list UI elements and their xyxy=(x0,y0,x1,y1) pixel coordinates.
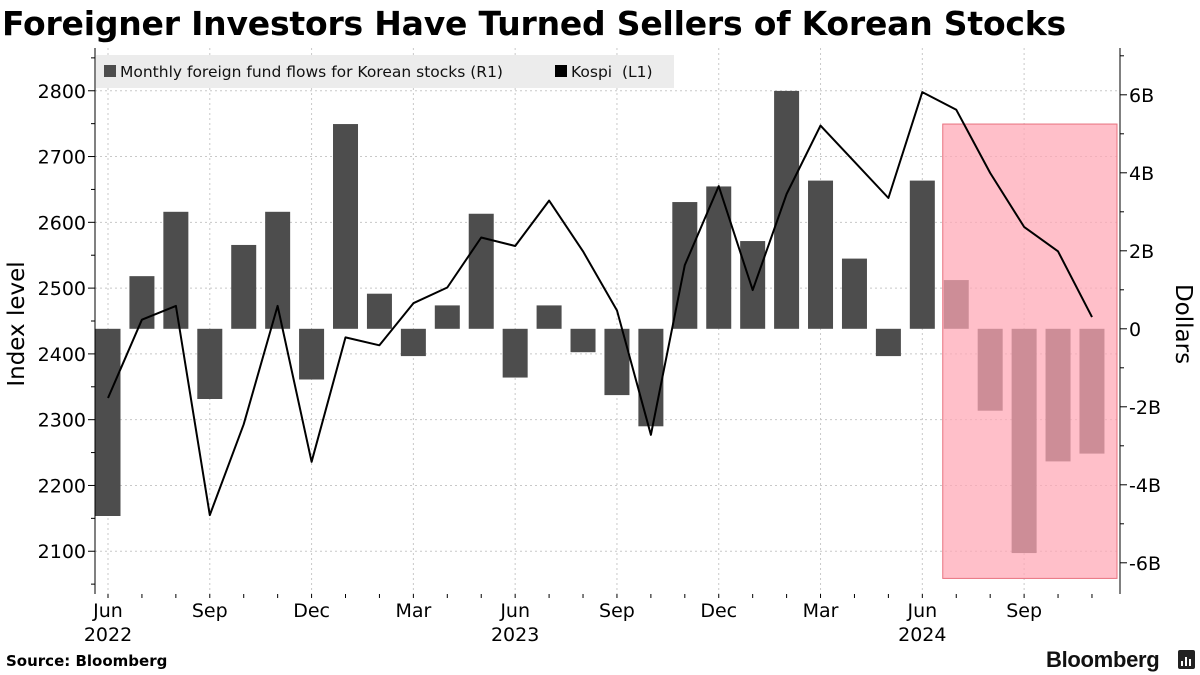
fund-flow-bar xyxy=(95,328,121,516)
left-tick-label: 2800 xyxy=(38,81,86,103)
x-month-label: Sep xyxy=(192,600,228,622)
x-month-label: Sep xyxy=(599,600,635,622)
fund-flow-bar xyxy=(638,328,664,427)
x-month-label: Dec xyxy=(700,600,737,622)
legend-swatch-fund-flows xyxy=(104,65,116,77)
left-tick-label: 2500 xyxy=(38,278,86,300)
x-month-label: Sep xyxy=(1006,600,1042,622)
source-note: Source: Bloomberg xyxy=(6,652,168,670)
fund-flow-bar xyxy=(740,241,766,329)
fund-flow-bar xyxy=(400,328,426,357)
left-tick-label: 2200 xyxy=(38,475,86,497)
fund-flow-bar xyxy=(434,305,460,329)
right-tick-label: -2B xyxy=(1129,397,1161,419)
fund-flow-bar xyxy=(841,258,867,329)
legend-label-kospi: Kospi (L1) xyxy=(571,63,653,81)
bloomberg-logo: Bloomberg xyxy=(1046,647,1160,672)
left-tick-label: 2700 xyxy=(38,147,86,169)
right-tick-label: -6B xyxy=(1129,553,1161,575)
left-axis-label: Index level xyxy=(4,261,30,386)
legend: Monthly foreign fund flows for Korean st… xyxy=(96,55,674,88)
kospi-line xyxy=(107,91,1093,517)
right-tick-label: -4B xyxy=(1129,475,1161,497)
chart-title: Foreigner Investors Have Turned Sellers … xyxy=(2,4,1066,43)
right-tick-label: 0 xyxy=(1129,319,1141,341)
fund-flow-bar xyxy=(536,305,562,329)
legend-background xyxy=(96,55,674,88)
highlight-region xyxy=(942,123,1118,579)
x-year-label: 2023 xyxy=(491,624,539,646)
fund-flow-bar xyxy=(366,293,392,329)
legend-swatch-kospi xyxy=(555,65,567,77)
left-tick-label: 2400 xyxy=(38,344,86,366)
fund-flow-bar xyxy=(502,328,528,378)
fund-flow-bar xyxy=(808,180,834,329)
x-month-label: Jun xyxy=(499,600,530,622)
x-month-label: Dec xyxy=(293,600,330,622)
axes: 2100 2200 2300 2400 2500 2600 2700 2800 -6B -4B -2… xyxy=(38,48,1161,646)
kospi-line-group xyxy=(107,91,1093,517)
right-tick-label: 4B xyxy=(1129,163,1154,185)
fund-flow-bar xyxy=(333,124,359,329)
fund-flow-bar xyxy=(299,328,325,380)
fund-flow-bar xyxy=(774,90,800,329)
x-year-label: 2024 xyxy=(898,624,946,646)
left-tick-label: 2300 xyxy=(38,410,86,432)
x-month-label: Mar xyxy=(803,600,839,622)
right-tick-label: 2B xyxy=(1129,241,1154,263)
fund-flow-bar xyxy=(875,328,901,357)
x-year-label: 2022 xyxy=(84,624,132,646)
left-tick-label: 2100 xyxy=(38,541,86,563)
legend-label-fund-flows: Monthly foreign fund flows for Korean st… xyxy=(120,63,503,81)
fund-flow-bar xyxy=(231,244,257,329)
fund-flow-bar xyxy=(197,328,223,399)
right-axis-label: Dollars xyxy=(1170,284,1196,364)
fund-flow-bar xyxy=(909,180,935,329)
x-month-label: Jun xyxy=(92,600,123,622)
x-month-label: Jun xyxy=(906,600,937,622)
fund-flow-bar xyxy=(468,213,494,329)
right-tick-label: 6B xyxy=(1129,85,1154,107)
fund-flow-bar xyxy=(570,328,596,353)
left-tick-label: 2600 xyxy=(38,212,86,234)
bloomberg-chart-icon xyxy=(1178,650,1195,669)
fund-flow-bar xyxy=(265,211,291,329)
x-month-label: Mar xyxy=(395,600,431,622)
